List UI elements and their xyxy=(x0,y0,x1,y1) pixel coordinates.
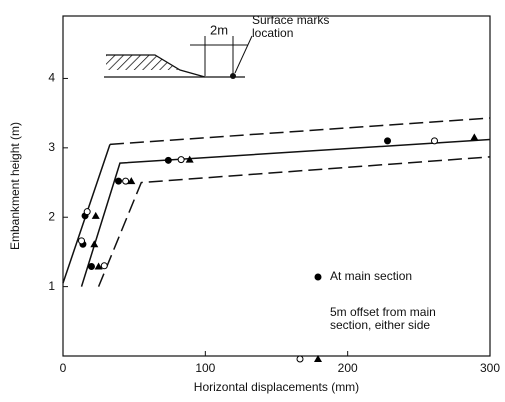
inset-diagram: 2m xyxy=(104,22,253,79)
legend-label: 5m offset from main section, either side xyxy=(330,305,436,332)
legend-marker xyxy=(314,355,322,362)
x-axis-label: Horizontal displacements (mm) xyxy=(194,380,359,394)
data-point xyxy=(90,240,99,248)
legend-label: At main section xyxy=(330,269,413,283)
y-tick-label: 4 xyxy=(48,71,55,85)
y-tick-label: 2 xyxy=(48,209,55,223)
data-point xyxy=(177,156,185,164)
y-tick-label: 3 xyxy=(48,140,55,154)
legend-marker xyxy=(314,273,322,281)
data-point xyxy=(83,208,91,216)
data-point xyxy=(94,262,103,270)
embankment-slope xyxy=(106,54,206,78)
data-point xyxy=(100,262,108,270)
envelope-line xyxy=(109,117,491,146)
envelope-line xyxy=(97,156,491,287)
data-point xyxy=(87,262,95,270)
embankment xyxy=(106,55,180,70)
x-tick-label: 100 xyxy=(195,361,215,375)
y-tick-label: 1 xyxy=(48,279,55,293)
y-axis-label: Embankment height (m) xyxy=(8,122,22,250)
x-tick-label: 200 xyxy=(338,361,358,375)
data-point xyxy=(470,133,479,141)
dimension-label: 2m xyxy=(210,22,228,37)
plot-frame xyxy=(62,15,491,357)
data-point xyxy=(127,177,136,185)
data-point xyxy=(430,137,438,145)
data-point xyxy=(78,237,86,245)
surface-mark xyxy=(230,73,236,79)
data-point xyxy=(164,156,172,164)
location-label: Surface marks location xyxy=(252,13,330,40)
data-point xyxy=(185,155,194,163)
data-point xyxy=(115,177,123,185)
data-point xyxy=(122,177,130,185)
data-point xyxy=(384,137,392,145)
legend-marker xyxy=(296,355,304,363)
x-tick-label: 0 xyxy=(60,361,67,375)
leader-line xyxy=(234,35,253,74)
x-tick-label: 300 xyxy=(480,361,500,375)
data-point xyxy=(91,211,100,219)
